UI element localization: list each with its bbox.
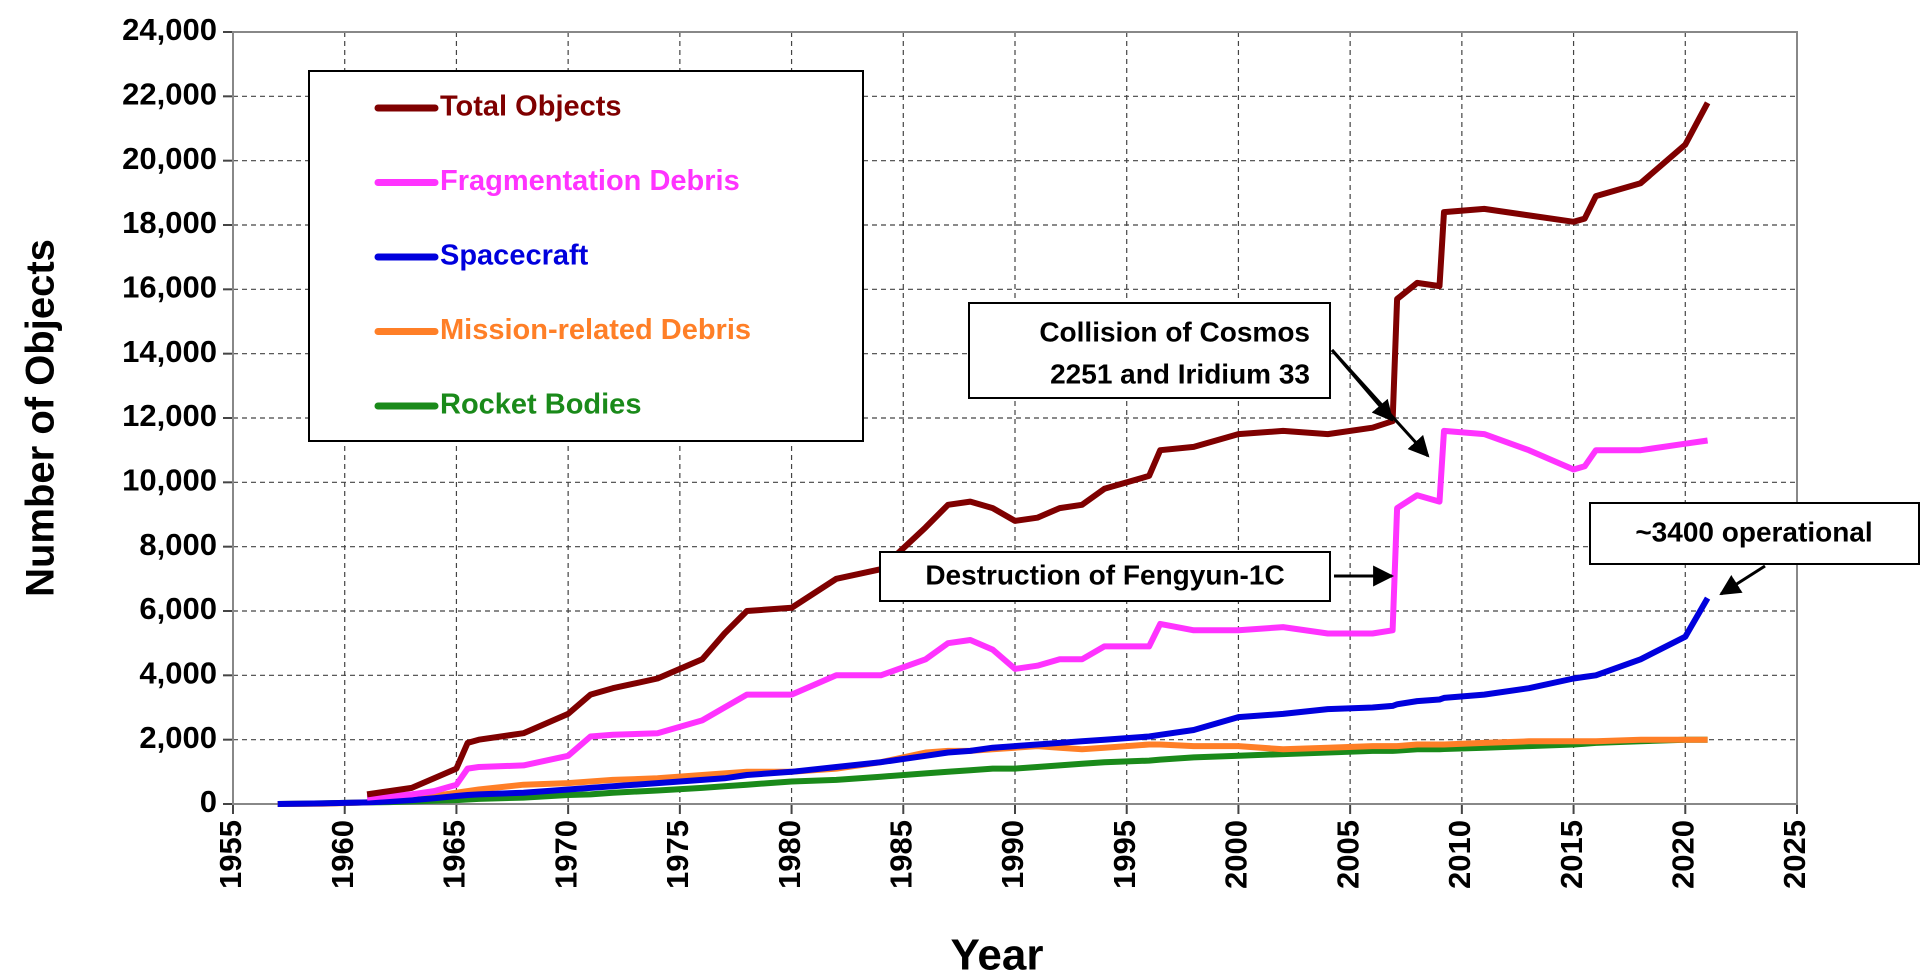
x-tick-label: 1990 bbox=[995, 820, 1030, 889]
y-tick-label: 12,000 bbox=[122, 398, 217, 433]
annotation: Collision of Cosmos bbox=[1039, 316, 1310, 347]
x-tick-label: 1970 bbox=[548, 820, 583, 889]
y-tick-label: 0 bbox=[200, 784, 217, 819]
x-tick-label: 2020 bbox=[1665, 820, 1700, 889]
y-tick-label: 18,000 bbox=[122, 205, 217, 240]
legend-label: Spacecraft bbox=[440, 240, 589, 272]
annotation-box bbox=[968, 302, 1331, 399]
x-tick-label: 1965 bbox=[437, 820, 472, 889]
x-tick-label: 1985 bbox=[883, 820, 918, 889]
x-tick-label: 1975 bbox=[660, 820, 695, 889]
annotation: 2251 and Iridium 33 bbox=[1050, 358, 1310, 389]
y-tick-label: 6,000 bbox=[139, 591, 217, 626]
y-axis-title: Number of Objects bbox=[19, 239, 63, 597]
y-tick-label: 2,000 bbox=[139, 720, 217, 755]
x-tick-label: 1995 bbox=[1107, 820, 1142, 889]
annotation-arrow bbox=[1719, 564, 1766, 596]
x-tick-label: 1980 bbox=[772, 820, 807, 889]
legend-label: Fragmentation Debris bbox=[440, 165, 740, 197]
legend-label: Mission-related Debris bbox=[440, 314, 751, 346]
y-tick-label: 20,000 bbox=[122, 141, 217, 176]
y-tick-label: 14,000 bbox=[122, 334, 217, 369]
y-tick-label: 8,000 bbox=[139, 527, 217, 562]
x-tick-label: 2015 bbox=[1554, 820, 1589, 889]
x-axis-title: Year bbox=[951, 931, 1044, 980]
y-tick-label: 4,000 bbox=[139, 656, 217, 691]
y-tick-label: 22,000 bbox=[122, 77, 217, 112]
plot-frame bbox=[232, 31, 1798, 805]
legend-label: Total Objects bbox=[440, 91, 622, 123]
x-tick-label: 1960 bbox=[325, 820, 360, 889]
x-tick-label: 2005 bbox=[1330, 820, 1365, 889]
y-tick-label: 24,000 bbox=[122, 12, 217, 47]
x-tick-label: 1955 bbox=[213, 820, 248, 889]
y-tick-label: 16,000 bbox=[122, 270, 217, 305]
annotation: ~3400 operational bbox=[1635, 516, 1872, 547]
legend-label: Rocket Bodies bbox=[440, 389, 641, 421]
x-tick-label: 2025 bbox=[1777, 820, 1812, 889]
series-line bbox=[366, 427, 1709, 801]
x-tick-label: 2010 bbox=[1442, 820, 1477, 889]
series-line bbox=[366, 101, 1711, 798]
annotation-box bbox=[879, 551, 1331, 602]
y-tick-label: 10,000 bbox=[122, 463, 217, 498]
annotation: Destruction of Fengyun-1C bbox=[925, 559, 1284, 590]
x-tick-label: 2000 bbox=[1219, 820, 1254, 889]
series-line bbox=[277, 736, 1708, 807]
annotation-arrow bbox=[1330, 348, 1430, 458]
annotation-box bbox=[1589, 502, 1920, 565]
series-line bbox=[277, 596, 1711, 807]
